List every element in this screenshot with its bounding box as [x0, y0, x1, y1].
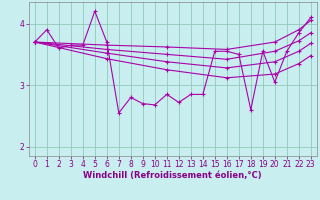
X-axis label: Windchill (Refroidissement éolien,°C): Windchill (Refroidissement éolien,°C)	[84, 171, 262, 180]
